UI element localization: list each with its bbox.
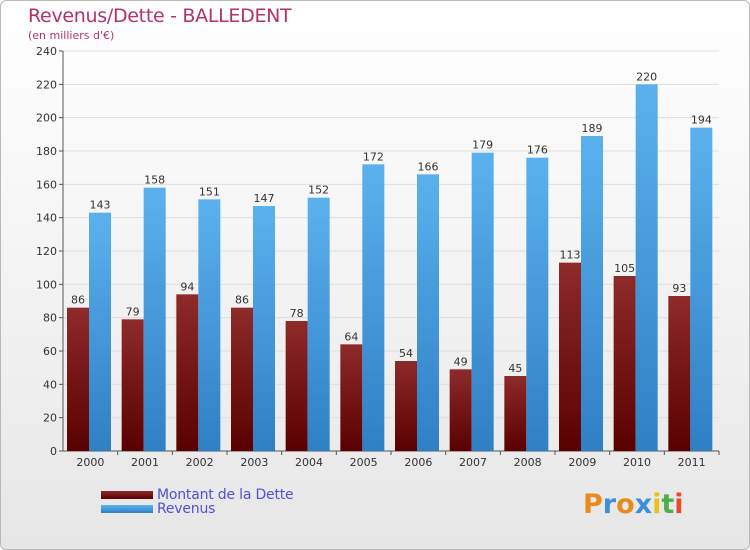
data-label-dette-2003: 86 (235, 294, 249, 307)
data-label-dette-2000: 86 (71, 294, 85, 307)
bar-revenus-2004 (307, 197, 330, 451)
logo-letter-5: t (661, 489, 675, 520)
y-tick-label-60: 60 (43, 345, 57, 358)
data-label-revenus-2001: 158 (144, 174, 165, 187)
logo-letter-6: i (674, 489, 684, 520)
y-tick-label-180: 180 (36, 145, 57, 158)
bar-dette-2003 (231, 307, 253, 451)
y-tick-label-120: 120 (36, 245, 57, 258)
legend-swatch-revenus (101, 505, 153, 513)
bar-revenus-2002 (198, 199, 221, 451)
axes (59, 50, 720, 455)
x-tick-label-2007: 2007 (459, 456, 487, 469)
bar-revenus-2009 (581, 136, 603, 451)
bar-revenus-2010 (635, 84, 658, 451)
bar-dette-2011 (668, 296, 691, 451)
bar-revenus-2006 (417, 174, 439, 452)
data-label-dette-2006: 54 (399, 347, 413, 360)
data-label-dette-2010: 105 (614, 262, 635, 275)
logo-letter-1: r (602, 489, 617, 520)
bar-dette-2006 (395, 361, 417, 451)
data-label-revenus-2003: 147 (254, 192, 275, 205)
y-tick-label-20: 20 (43, 412, 57, 425)
data-label-dette-2004: 78 (290, 307, 304, 320)
data-label-dette-2009: 113 (560, 249, 581, 262)
y-tick-label-240: 240 (36, 45, 57, 58)
logo-letter-4: i (652, 489, 662, 520)
bar-dette-2009 (559, 262, 581, 451)
grid-lines (63, 50, 719, 452)
x-tick-label-2004: 2004 (295, 456, 323, 469)
data-label-revenus-2007: 179 (472, 139, 493, 152)
bar-revenus-2005 (362, 164, 385, 452)
logo-letter-3: x (634, 489, 653, 520)
data-label-dette-2001: 79 (126, 305, 140, 318)
bar-dette-2001 (121, 319, 144, 451)
bar-dette-2000 (67, 307, 89, 451)
data-label-dette-2002: 94 (180, 280, 194, 293)
bar-dette-2005 (340, 344, 363, 451)
y-tick-label-0: 0 (50, 445, 57, 458)
data-label-revenus-2010: 220 (636, 70, 657, 83)
y-tick-label-160: 160 (36, 178, 57, 191)
data-label-revenus-2004: 152 (308, 184, 329, 197)
legend-label-revenus: Revenus (157, 501, 216, 517)
bar-dette-2004 (285, 321, 308, 451)
bar-revenus-2000 (89, 212, 111, 451)
x-tick-label-2008: 2008 (514, 456, 542, 469)
data-label-revenus-2006: 166 (418, 160, 439, 173)
bar-dette-2007 (449, 369, 472, 451)
x-tick-label-2009: 2009 (568, 456, 596, 469)
bars (67, 84, 713, 452)
x-tick-label-2006: 2006 (404, 456, 432, 469)
bar-revenus-2008 (526, 157, 549, 451)
proxiti-logo: Proxiti (583, 489, 684, 520)
x-tick-label-2000: 2000 (76, 456, 104, 469)
x-tick-label-2003: 2003 (240, 456, 268, 469)
x-tick-label-2002: 2002 (186, 456, 214, 469)
data-label-dette-2008: 45 (508, 362, 522, 375)
bar-dette-2002 (176, 294, 199, 451)
y-tick-label-80: 80 (43, 312, 57, 325)
bar-dette-2008 (504, 376, 527, 451)
x-tick-label-2001: 2001 (131, 456, 159, 469)
data-label-revenus-2009: 189 (582, 122, 603, 135)
data-label-revenus-2000: 143 (90, 199, 111, 212)
data-label-revenus-2002: 151 (199, 185, 220, 198)
data-label-dette-2011: 93 (672, 282, 686, 295)
data-label-revenus-2008: 176 (527, 144, 548, 157)
bar-revenus-2001 (143, 187, 166, 451)
y-tick-label-200: 200 (36, 112, 57, 125)
labels: 0 20 40 60 80 100 120 140 160 180 200 220 240 2000 86 1… (36, 45, 712, 469)
y-tick-label-40: 40 (43, 378, 57, 391)
bar-dette-2010 (613, 276, 636, 451)
y-tick-label-100: 100 (36, 278, 57, 291)
logo-letter-0: P (583, 489, 603, 520)
y-tick-label-140: 140 (36, 212, 57, 225)
data-label-revenus-2011: 194 (691, 114, 712, 127)
bar-revenus-2011 (690, 127, 713, 452)
legend-label-dette: Montant de la Dette (157, 487, 294, 503)
bar-revenus-2003 (253, 206, 275, 451)
data-label-dette-2007: 49 (454, 355, 468, 368)
chart-title: Revenus/Dette - BALLEDENT (28, 5, 292, 27)
data-label-revenus-2005: 172 (363, 150, 384, 163)
legend-swatch-dette (101, 491, 153, 499)
x-tick-label-2005: 2005 (350, 456, 378, 469)
y-tick-label-220: 220 (36, 78, 57, 91)
x-tick-label-2010: 2010 (623, 456, 651, 469)
data-label-dette-2005: 64 (344, 330, 358, 343)
bar-revenus-2007 (471, 152, 494, 451)
chart-subtitle: (en milliers d'€) (28, 29, 115, 42)
x-tick-label-2011: 2011 (678, 456, 706, 469)
logo-letter-2: o (616, 489, 635, 520)
